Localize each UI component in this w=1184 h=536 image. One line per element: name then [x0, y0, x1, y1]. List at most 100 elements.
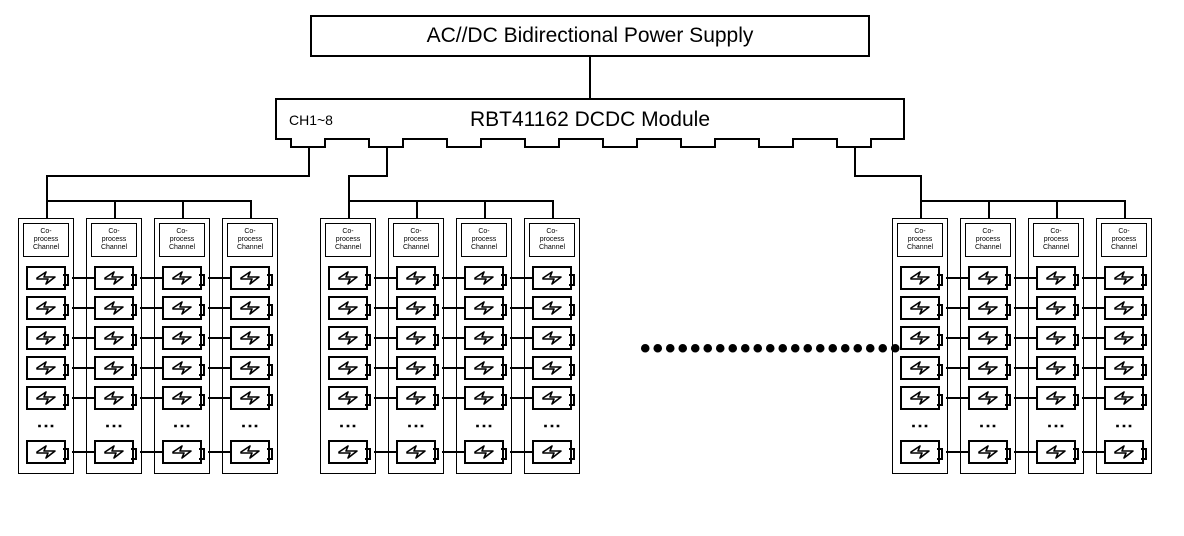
- coprocess-label-box: Co-processChannel: [965, 223, 1011, 257]
- battery-link: [208, 397, 230, 399]
- battery-link: [72, 307, 94, 309]
- battery-icon: [26, 326, 66, 350]
- battery-icon: [162, 266, 202, 290]
- battery-link: [140, 451, 162, 453]
- battery-icon: [162, 356, 202, 380]
- wire: [1056, 200, 1058, 218]
- battery-icon: [968, 326, 1008, 350]
- battery-link: [510, 277, 532, 279]
- battery-link: [510, 451, 532, 453]
- wire: [46, 175, 48, 200]
- battery-icon: [328, 356, 368, 380]
- battery-icon: [26, 386, 66, 410]
- battery-icon: [230, 356, 270, 380]
- wire: [920, 200, 1126, 202]
- battery-link: [946, 451, 968, 453]
- battery-icon: [396, 386, 436, 410]
- battery-link: [374, 451, 396, 453]
- column-ellipsis: ⋮: [241, 415, 259, 435]
- battery-icon: [900, 326, 940, 350]
- battery-icon: [900, 266, 940, 290]
- battery-icon: [162, 326, 202, 350]
- battery-icon: [230, 296, 270, 320]
- battery-link: [442, 451, 464, 453]
- battery-icon: [1104, 326, 1144, 350]
- battery-link: [442, 337, 464, 339]
- battery-icon: [1036, 386, 1076, 410]
- dcdc-port: [602, 138, 638, 148]
- wire: [920, 200, 922, 218]
- wire: [46, 200, 252, 202]
- channel-column: Co-processChannel⋮: [18, 218, 74, 474]
- wire: [308, 148, 310, 175]
- column-ellipsis: ⋮: [1047, 415, 1065, 435]
- battery-link: [946, 307, 968, 309]
- wire: [348, 200, 554, 202]
- wire: [348, 175, 388, 177]
- battery-icon: [1036, 326, 1076, 350]
- battery-icon: [162, 386, 202, 410]
- column-group: Co-processChannel⋮Co-processChannel⋮Co-p…: [892, 218, 1152, 474]
- battery-link: [72, 337, 94, 339]
- battery-icon: [1104, 440, 1144, 464]
- battery-icon: [464, 386, 504, 410]
- battery-icon: [968, 296, 1008, 320]
- battery-icon: [900, 356, 940, 380]
- battery-link: [374, 337, 396, 339]
- channel-column: Co-processChannel⋮: [1096, 218, 1152, 474]
- column-ellipsis: ⋮: [979, 415, 997, 435]
- battery-icon: [1104, 296, 1144, 320]
- battery-link: [510, 337, 532, 339]
- battery-icon: [230, 440, 270, 464]
- battery-link: [1014, 307, 1036, 309]
- wire: [46, 200, 48, 218]
- battery-icon: [968, 266, 1008, 290]
- battery-link: [1014, 337, 1036, 339]
- groups-ellipsis: •••••••••••••••••••••: [640, 332, 903, 366]
- battery-link: [72, 397, 94, 399]
- battery-icon: [230, 386, 270, 410]
- battery-link: [1014, 451, 1036, 453]
- battery-icon: [968, 440, 1008, 464]
- battery-icon: [94, 326, 134, 350]
- battery-icon: [1104, 356, 1144, 380]
- wire: [484, 200, 486, 218]
- column-ellipsis: ⋮: [339, 415, 357, 435]
- battery-icon: [396, 440, 436, 464]
- battery-icon: [94, 266, 134, 290]
- coprocess-label-box: Co-processChannel: [325, 223, 371, 257]
- battery-link: [208, 367, 230, 369]
- battery-icon: [900, 296, 940, 320]
- wire: [416, 200, 418, 218]
- wire: [854, 148, 856, 175]
- column-ellipsis: ⋮: [911, 415, 929, 435]
- dcdc-port: [758, 138, 794, 148]
- battery-icon: [900, 386, 940, 410]
- battery-link: [946, 367, 968, 369]
- battery-icon: [532, 326, 572, 350]
- wire: [854, 175, 922, 177]
- wire: [348, 200, 350, 218]
- coprocess-label-box: Co-processChannel: [897, 223, 943, 257]
- battery-icon: [1104, 386, 1144, 410]
- battery-icon: [328, 296, 368, 320]
- battery-icon: [532, 296, 572, 320]
- battery-icon: [968, 356, 1008, 380]
- battery-link: [946, 337, 968, 339]
- wire: [1124, 200, 1126, 218]
- battery-link: [1014, 367, 1036, 369]
- battery-link: [208, 451, 230, 453]
- power-supply-box: AC//DC Bidirectional Power Supply: [310, 15, 870, 57]
- dcdc-port: [446, 138, 482, 148]
- coprocess-label-box: Co-processChannel: [91, 223, 137, 257]
- column-group: Co-processChannel⋮Co-processChannel⋮Co-p…: [320, 218, 580, 474]
- column-group: Co-processChannel⋮Co-processChannel⋮Co-p…: [18, 218, 278, 474]
- wire: [114, 200, 116, 218]
- battery-link: [442, 367, 464, 369]
- battery-icon: [26, 266, 66, 290]
- battery-icon: [162, 440, 202, 464]
- battery-icon: [1036, 440, 1076, 464]
- channel-column: Co-processChannel⋮: [154, 218, 210, 474]
- battery-link: [946, 397, 968, 399]
- wire: [348, 175, 350, 200]
